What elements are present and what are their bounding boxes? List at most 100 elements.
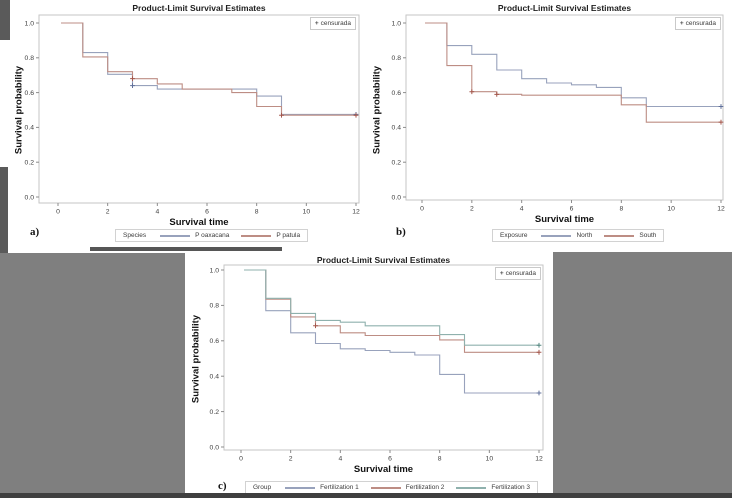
x-tick-label: 6 bbox=[388, 456, 392, 463]
x-tick-label: 4 bbox=[520, 206, 524, 213]
legend-line-swatch bbox=[541, 234, 572, 237]
x-tick-label: 2 bbox=[106, 209, 110, 216]
x-tick-label: 10 bbox=[486, 456, 494, 463]
x-axis-label: Survival time bbox=[353, 464, 414, 475]
x-tick-label: 6 bbox=[205, 209, 209, 216]
plot-frame bbox=[405, 14, 724, 201]
legend-line-swatch bbox=[241, 234, 272, 237]
bottom-edge-strip bbox=[0, 493, 732, 498]
y-tick-label: 0.0 bbox=[210, 444, 220, 451]
legend-entry-label: North bbox=[576, 232, 593, 239]
series-curve-north bbox=[425, 22, 721, 108]
x-tick-label: 0 bbox=[56, 209, 60, 216]
x-tick-label: 4 bbox=[155, 209, 159, 216]
legend-line-swatch bbox=[370, 486, 401, 489]
y-tick-label: 0.8 bbox=[25, 55, 35, 62]
legend-entry: Fertilization 3 bbox=[456, 484, 530, 491]
censored-marker-icon: + bbox=[314, 19, 319, 27]
legend-line-swatch bbox=[456, 486, 487, 489]
x-tick-label: 10 bbox=[303, 209, 311, 216]
y-tick-label: 0.0 bbox=[392, 194, 402, 201]
y-tick-label: 0.4 bbox=[210, 374, 220, 381]
censored-marker bbox=[279, 112, 284, 118]
divider-underbar bbox=[90, 247, 282, 251]
legend-title: Group bbox=[253, 484, 272, 491]
axis-ticks: 0 2 4 6 8 10 12 1.0 0.8 0.6 0.4 0.2 0.0 bbox=[25, 20, 360, 215]
censored-marker bbox=[718, 119, 724, 125]
x-tick-label: 2 bbox=[289, 456, 293, 463]
x-tick-label: 12 bbox=[717, 206, 725, 213]
y-tick-label: 0.0 bbox=[25, 194, 35, 201]
x-tick-label: 6 bbox=[570, 206, 574, 213]
series-curve-south bbox=[425, 22, 721, 123]
plot-frame bbox=[223, 264, 544, 451]
x-axis-label: Survival time bbox=[534, 214, 595, 225]
y-tick-label: 1.0 bbox=[210, 267, 220, 274]
chart-title: Product-Limit Survival Estimates bbox=[132, 3, 266, 13]
x-tick-label: 0 bbox=[239, 456, 243, 463]
censored-marker bbox=[313, 323, 318, 329]
x-tick-label: 4 bbox=[338, 456, 342, 463]
y-tick-label: 0.6 bbox=[210, 338, 220, 345]
y-tick-label: 1.0 bbox=[25, 20, 35, 27]
plot-frame bbox=[38, 14, 360, 204]
legend-entry: Fertilization 1 bbox=[285, 484, 359, 491]
legend-line-swatch bbox=[160, 234, 191, 237]
survival-chart-panel-b: Product-Limit Survival Estimates + censur… bbox=[366, 0, 732, 250]
window-edge-strip-middle bbox=[0, 167, 8, 253]
censored-marker bbox=[469, 89, 475, 95]
panel-letter: c) bbox=[218, 480, 227, 492]
x-tick-label: 0 bbox=[420, 206, 424, 213]
censored-marker bbox=[130, 76, 135, 82]
censored-marker bbox=[353, 112, 359, 118]
legend-entry-label: Fertilization 3 bbox=[491, 484, 531, 491]
legend-entry-label: South bbox=[639, 232, 657, 239]
panel-letter: a) bbox=[30, 226, 40, 238]
censored-legend: + censurada bbox=[674, 17, 721, 30]
y-tick-label: 0.2 bbox=[210, 409, 220, 416]
y-tick-label: 0.6 bbox=[392, 90, 402, 97]
y-tick-label: 0.8 bbox=[392, 55, 402, 62]
censored-marker bbox=[130, 83, 135, 89]
y-tick-label: 0.4 bbox=[392, 125, 402, 132]
y-tick-label: 0.6 bbox=[25, 90, 35, 97]
censored-label: censurada bbox=[320, 19, 351, 27]
series-curve-p-patula bbox=[61, 22, 356, 116]
legend-line-swatch bbox=[604, 234, 635, 237]
panel-letter: b) bbox=[396, 226, 406, 238]
censored-marker bbox=[536, 342, 542, 348]
chart-title: Product-Limit Survival Estimates bbox=[316, 255, 451, 265]
legend-entry: North bbox=[541, 232, 592, 239]
legend-entry: P patula bbox=[241, 232, 300, 239]
series-legend: Exposure North South bbox=[492, 229, 665, 242]
legend-entry: South bbox=[604, 232, 656, 239]
x-tick-label: 8 bbox=[255, 209, 259, 216]
x-axis-label: Survival time bbox=[169, 217, 229, 228]
survival-chart-panel-c: Product-Limit Survival Estimates + censur… bbox=[185, 250, 553, 498]
censored-marker-icon: + bbox=[679, 19, 684, 27]
y-tick-label: 0.8 bbox=[210, 303, 220, 310]
legend-entry-label: P patula bbox=[276, 232, 301, 239]
legend-entry: P oaxacana bbox=[160, 232, 229, 239]
axis-ticks: 0 2 4 6 8 10 12 1.0 0.8 0.6 0.4 0.2 0.0 bbox=[392, 20, 725, 212]
window-edge-strip-top bbox=[0, 0, 10, 40]
x-tick-label: 10 bbox=[667, 206, 675, 213]
censored-legend: + censurada bbox=[309, 17, 356, 30]
y-tick-label: 1.0 bbox=[392, 20, 402, 27]
x-tick-label: 8 bbox=[438, 456, 442, 463]
legend-line-swatch bbox=[285, 486, 316, 489]
series-curve-fertilization-1 bbox=[244, 269, 539, 394]
legend-entry-label: P oaxacana bbox=[195, 232, 230, 239]
series-curve-p-oaxacana bbox=[61, 22, 356, 115]
legend-title: Species bbox=[123, 232, 147, 239]
plot-area: 0 2 4 6 8 10 12 1.0 0.8 0.6 0.4 0.2 0.0 bbox=[392, 14, 725, 213]
legend-entry-label: Fertilization 2 bbox=[405, 484, 445, 491]
series-curve-fertilization-3 bbox=[244, 269, 539, 346]
plot-area: 0 2 4 6 8 10 12 1.0 0.8 0.6 0.4 0.2 0.0 bbox=[25, 14, 360, 216]
censored-marker bbox=[494, 91, 500, 97]
legend-title: Exposure bbox=[500, 232, 528, 239]
series-curve-fertilization-2 bbox=[244, 269, 539, 353]
x-tick-label: 8 bbox=[619, 206, 623, 213]
x-tick-label: 2 bbox=[470, 206, 474, 213]
censored-marker bbox=[536, 390, 542, 396]
